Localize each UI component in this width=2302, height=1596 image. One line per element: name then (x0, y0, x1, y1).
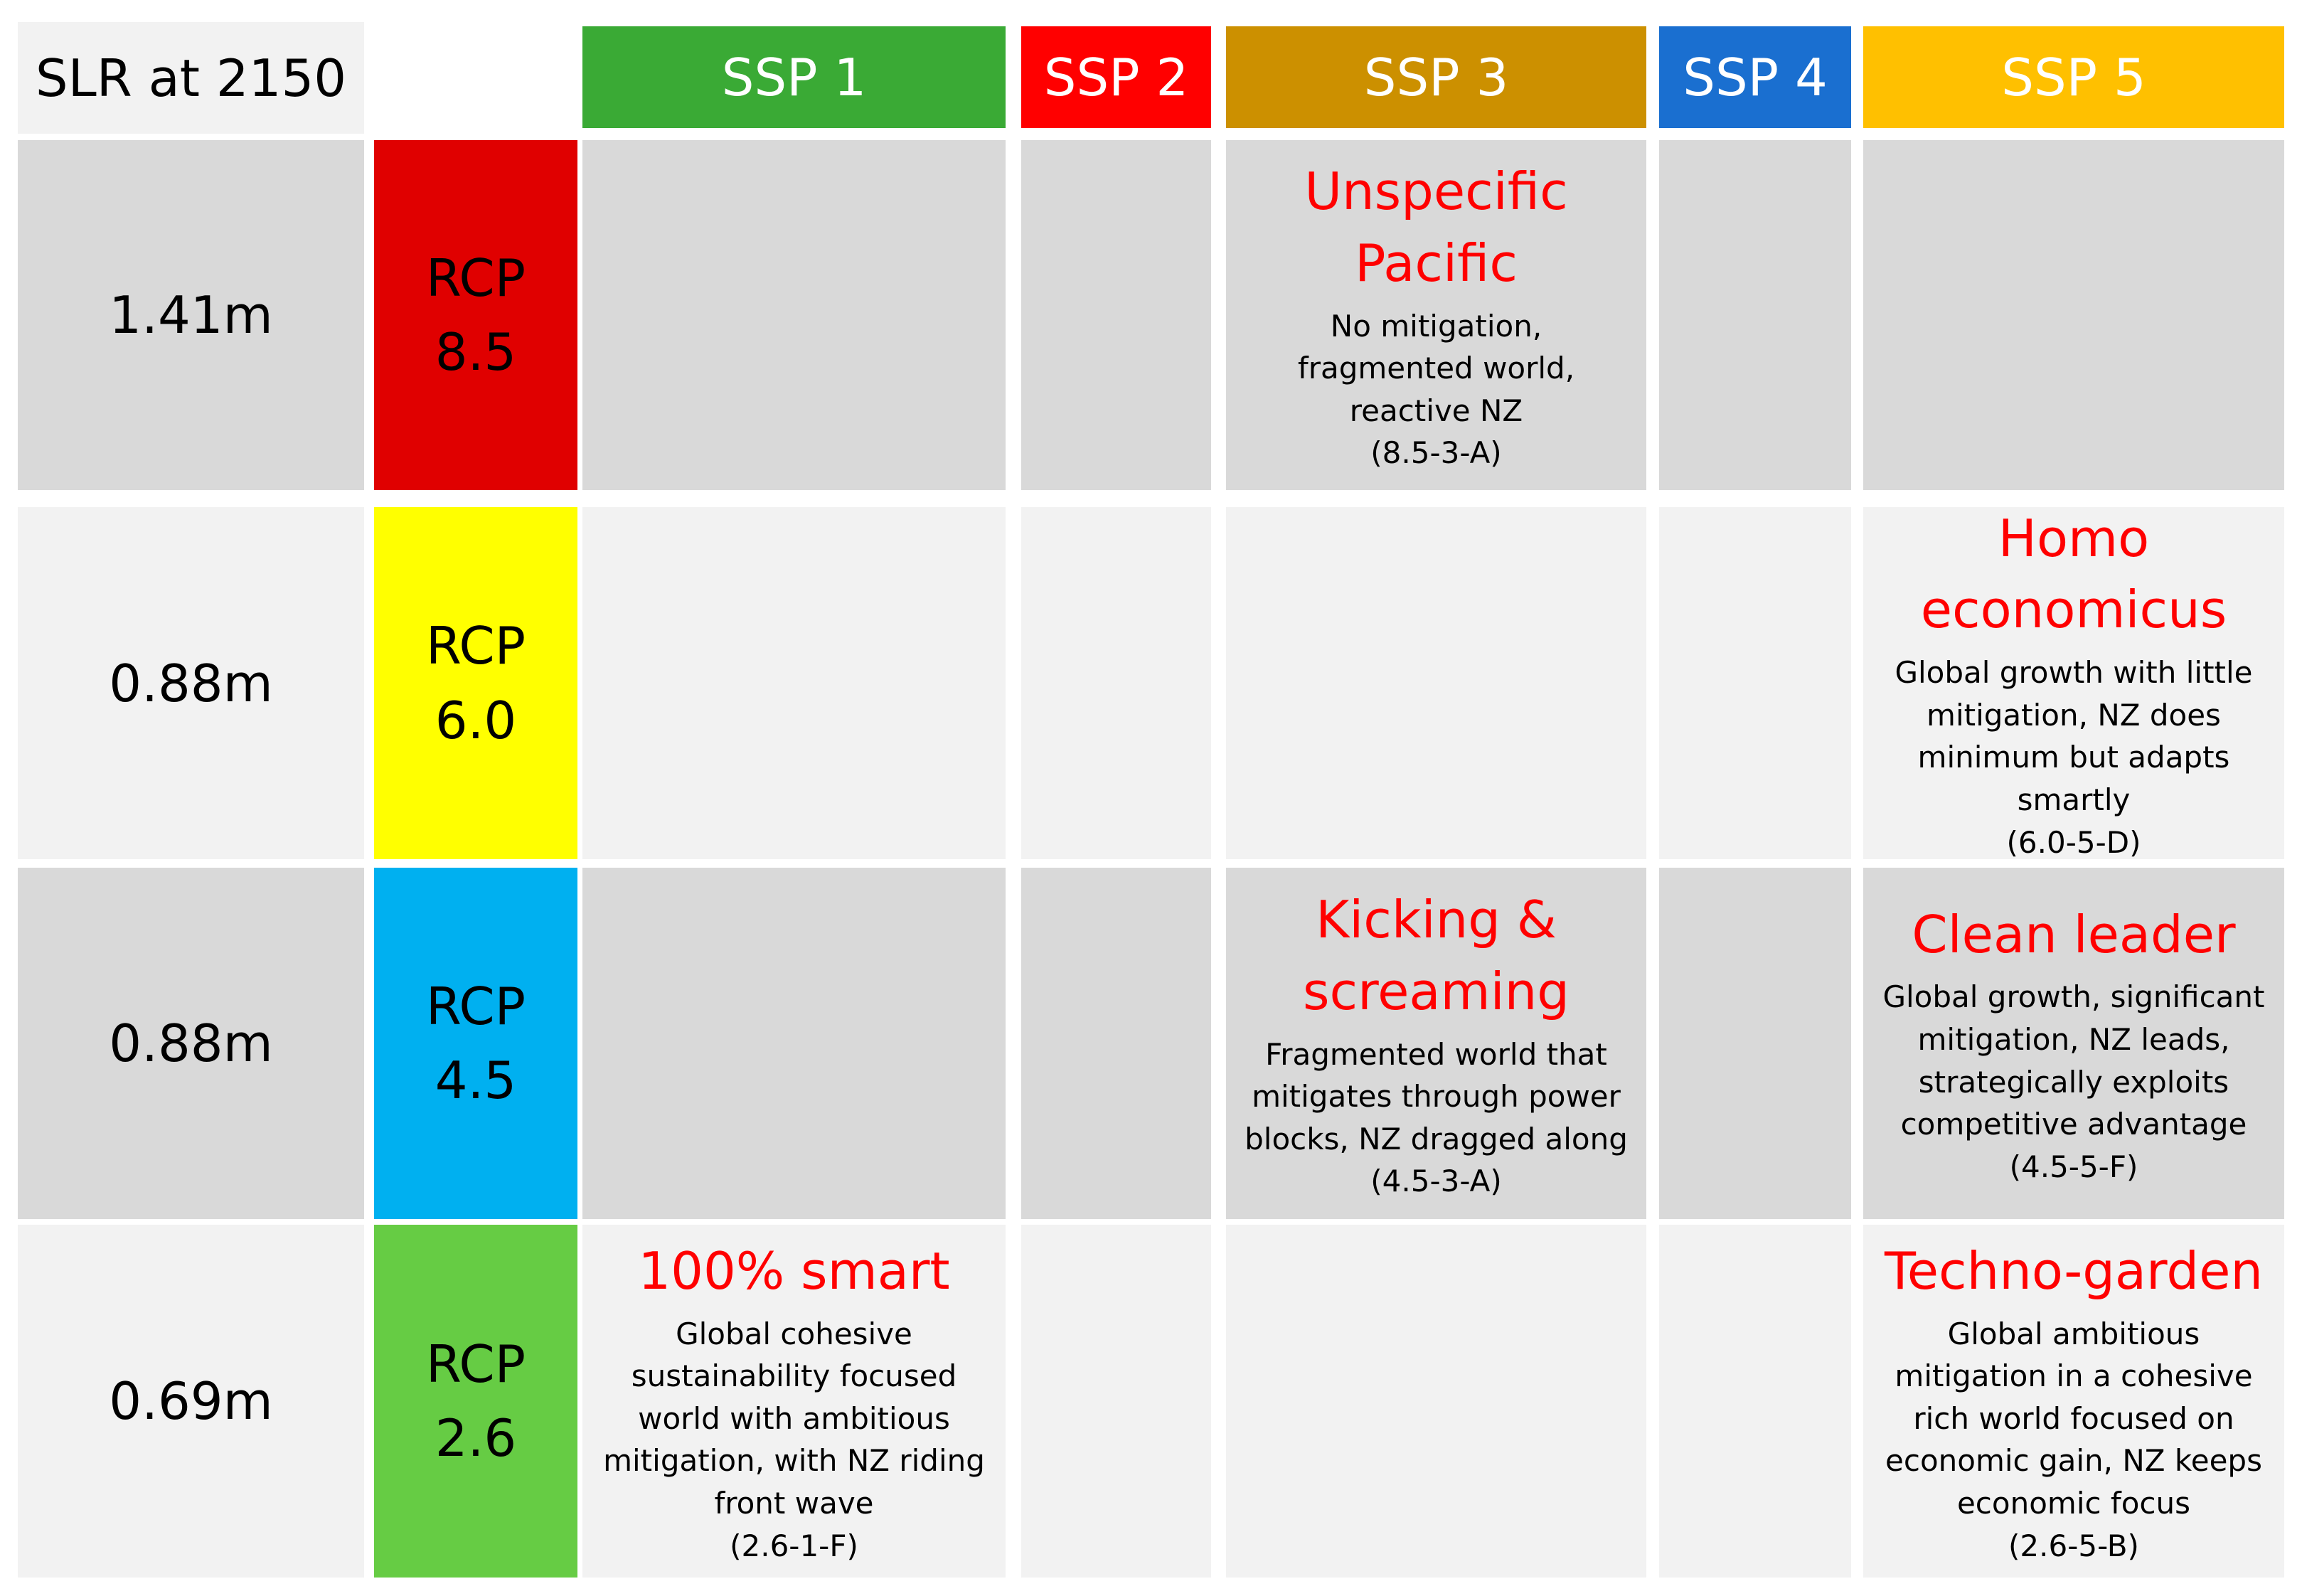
grid-cell (1226, 1225, 1646, 1578)
slr-value: 1.41m (18, 140, 364, 490)
scenario-code: (2.6-5-B) (2008, 1528, 2139, 1563)
ssp-header-4: SSP 4 (1659, 26, 1851, 128)
scenario-title: Unspecific (1304, 161, 1568, 221)
scenario-title: Techno-garden (1884, 1240, 2264, 1301)
scenario-title: Pacific (1355, 233, 1518, 293)
description-line: minimum but adapts (1917, 740, 2230, 775)
slr-value-text: 0.69m (109, 1371, 273, 1431)
rcp-label: RCP 4.5 (374, 868, 577, 1219)
description-line: Global growth, significant (1882, 979, 2265, 1015)
slr-header: SLR at 2150 (18, 22, 364, 134)
description-line: mitigation, NZ does (1927, 697, 2221, 733)
scenario-title: screaming (1302, 961, 1570, 1021)
description-line: mitigation, with NZ riding (603, 1443, 985, 1479)
ssp-header-label: SSP 1 (721, 47, 867, 107)
grid-cell (1659, 1225, 1851, 1578)
ssp-header-5: SSP 5 (1863, 26, 2284, 128)
grid-cell (1021, 507, 1211, 859)
grid-cell (1021, 140, 1211, 490)
description-line: economic focus (1956, 1486, 2191, 1521)
description-line: sustainability focused (631, 1358, 957, 1394)
slr-value: 0.69m (18, 1225, 364, 1578)
scenario-description: Global growth, significant mitigation, N… (1882, 976, 2264, 1188)
scenario-code: (2.6-1-F) (730, 1528, 858, 1563)
scenario-clean-leader: Clean leader Global growth, significant … (1863, 868, 2284, 1219)
description-line: Global cohesive (676, 1316, 912, 1351)
description-line: blocks, NZ dragged along (1245, 1121, 1628, 1156)
rcp-label-value: 4.5 (435, 1050, 517, 1110)
ssp-header-label: SSP 4 (1683, 47, 1828, 107)
rcp-label-line: RCP (425, 976, 526, 1036)
description-line: front wave (714, 1486, 874, 1521)
grid-cell (1863, 140, 2284, 490)
scenario-kicking-screaming: Kicking & screaming Fragmented world tha… (1226, 868, 1646, 1219)
scenario-code: (6.0-5-D) (2006, 824, 2141, 860)
ssp-header-label: SSP 3 (1363, 47, 1509, 107)
rcp-label-value: 2.6 (435, 1408, 517, 1468)
ssp-header-1: SSP 1 (582, 26, 1006, 128)
scenario-title: Homo (1998, 508, 2150, 568)
scenario-title: economicus (1920, 580, 2227, 640)
description-line: fragmented world, (1297, 351, 1575, 386)
description-line: smartly (2017, 782, 2131, 818)
slr-header-label: SLR at 2150 (35, 48, 347, 108)
description-line: Global growth with little (1895, 655, 2253, 691)
rcp-label-line: RCP (425, 248, 526, 308)
rcp-label: RCP 8.5 (374, 140, 577, 490)
description-line: No mitigation, (1330, 308, 1542, 344)
scenario-unspecific-pacific: Unspecific Pacific No mitigation, fragme… (1226, 140, 1646, 490)
grid-cell (1226, 507, 1646, 859)
ssp-header-3: SSP 3 (1226, 26, 1646, 128)
description-line: reactive NZ (1349, 393, 1523, 428)
description-line: mitigation, NZ leads, (1917, 1021, 2230, 1057)
scenario-code: (8.5-3-A) (1370, 435, 1502, 471)
description-line: strategically exploits (1918, 1064, 2229, 1100)
grid-cell (582, 140, 1006, 490)
grid-cell (1659, 507, 1851, 859)
scenario-description: No mitigation, fragmented world, reactiv… (1298, 305, 1574, 475)
grid-cell (582, 868, 1006, 1219)
scenario-description: Fragmented world that mitigates through … (1245, 1033, 1628, 1203)
description-line: mitigates through power (1252, 1079, 1621, 1114)
grid-cell (582, 507, 1006, 859)
scenario-title: Kicking & (1316, 889, 1557, 949)
slr-value-text: 1.41m (109, 285, 273, 345)
scenario-100-smart: 100% smart Global cohesive sustainabilit… (582, 1225, 1006, 1578)
rcp-label: RCP 6.0 (374, 507, 577, 859)
ssp-header-label: SSP 5 (2001, 47, 2146, 107)
scenario-code: (4.5-3-A) (1370, 1164, 1502, 1199)
scenario-description: Global cohesive sustainability focused w… (603, 1313, 985, 1568)
rcp-label-line: RCP (425, 616, 526, 676)
rcp-label: RCP 2.6 (374, 1225, 577, 1578)
description-line: mitigation in a cohesive (1895, 1358, 2253, 1394)
scenario-title: Clean leader (1912, 904, 2236, 964)
description-line: competitive advantage (1900, 1107, 2247, 1142)
slr-value: 0.88m (18, 868, 364, 1219)
grid-cell (1021, 868, 1211, 1219)
ssp-header-label: SSP 2 (1043, 47, 1189, 107)
scenario-description: Global ambitious mitigation in a cohesiv… (1885, 1313, 2262, 1568)
grid-cell (1659, 140, 1851, 490)
slr-value-text: 0.88m (109, 1014, 273, 1073)
description-line: Fragmented world that (1265, 1036, 1607, 1072)
rcp-label-value: 6.0 (435, 690, 517, 750)
scenario-description: Global growth with little mitigation, NZ… (1895, 651, 2252, 863)
rcp-label-value: 8.5 (435, 322, 517, 382)
rcp-label-line: RCP (425, 1334, 526, 1394)
description-line: world with ambitious (638, 1400, 950, 1436)
grid-cell (1021, 1225, 1211, 1578)
ssp-header-2: SSP 2 (1021, 26, 1211, 128)
scenario-techno-garden: Techno-garden Global ambitious mitigatio… (1863, 1225, 2284, 1578)
scenario-homo-economicus: Homo economicus Global growth with littl… (1863, 507, 2284, 860)
description-line: rich world focused on (1913, 1400, 2234, 1436)
description-line: Global ambitious (1947, 1316, 2200, 1351)
scenario-title: 100% smart (638, 1240, 950, 1301)
scenario-code: (4.5-5-F) (2009, 1149, 2138, 1184)
slr-value-text: 0.88m (109, 653, 273, 713)
slr-value: 0.88m (18, 507, 364, 859)
description-line: economic gain, NZ keeps (1885, 1443, 2262, 1479)
grid-cell (1659, 868, 1851, 1219)
